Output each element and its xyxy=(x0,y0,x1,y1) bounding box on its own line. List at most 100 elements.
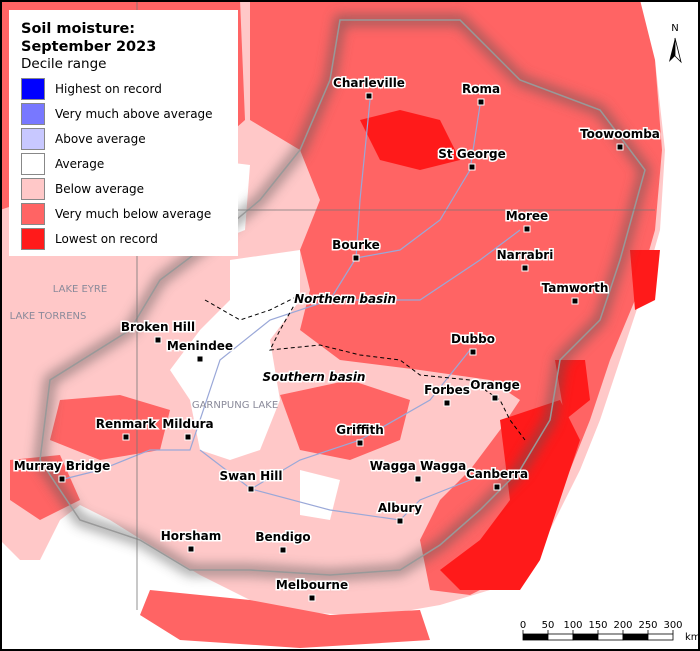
legend-item: Very much above average xyxy=(21,101,226,126)
place-marker xyxy=(414,475,422,483)
place-marker xyxy=(154,336,162,344)
region xyxy=(440,400,580,590)
place-label: Broken Hill xyxy=(121,320,195,334)
lake-label: LAKE TORRENS xyxy=(10,311,87,322)
place-label: Roma xyxy=(462,82,500,96)
scale-segment xyxy=(597,633,624,641)
legend-label: Below average xyxy=(55,181,145,196)
legend-item: Highest on record xyxy=(21,76,226,101)
legend-label: Above average xyxy=(55,131,146,146)
region xyxy=(170,250,300,460)
legend-item: Below average xyxy=(21,176,226,201)
scale-label: 100 xyxy=(563,620,582,631)
legend-swatch xyxy=(21,77,45,100)
legend-item: Above average xyxy=(21,126,226,151)
place-label: Bendigo xyxy=(255,530,310,544)
scale-label: 300 xyxy=(663,620,682,631)
legend-swatch xyxy=(21,177,45,200)
place-marker xyxy=(352,254,360,262)
place-marker xyxy=(196,355,204,363)
legend-item: Average xyxy=(21,151,226,176)
place-label: Tamworth xyxy=(542,281,609,295)
region xyxy=(140,590,430,648)
place-marker xyxy=(443,399,451,407)
lake-label: LAKE EYRE xyxy=(53,284,107,295)
place-marker xyxy=(365,92,373,100)
region xyxy=(280,380,410,460)
place-marker xyxy=(468,163,476,171)
place-marker xyxy=(187,545,195,553)
legend-label: Lowest on record xyxy=(55,231,158,246)
lake-label: GARNPUNG LAKE xyxy=(192,400,278,411)
place-label: Mildura xyxy=(162,417,213,431)
region xyxy=(10,455,80,520)
legend-swatch xyxy=(21,102,45,125)
place-marker xyxy=(122,433,130,441)
scale-unit: km xyxy=(685,632,700,643)
place-marker xyxy=(571,297,579,305)
place-label: Menindee xyxy=(167,339,233,353)
place-label: Charleville xyxy=(333,76,405,90)
place-marker xyxy=(356,439,364,447)
place-marker xyxy=(616,143,624,151)
region xyxy=(300,470,340,520)
place-label: Murray Bridge xyxy=(14,459,111,473)
place-marker xyxy=(521,264,529,272)
place-marker xyxy=(477,98,485,106)
place-marker xyxy=(308,594,316,602)
place-marker xyxy=(396,517,404,525)
region xyxy=(630,250,660,310)
place-label: Albury xyxy=(378,501,422,515)
place-label: Toowoomba xyxy=(580,127,660,141)
legend-label: Average xyxy=(55,156,105,171)
place-label: Moree xyxy=(506,209,548,223)
scale-segment xyxy=(572,633,599,641)
place-marker xyxy=(58,475,66,483)
scale-label: 0 xyxy=(520,620,526,631)
place-label: Horsham xyxy=(161,529,222,543)
river xyxy=(355,104,481,259)
place-label: St George xyxy=(438,147,505,161)
basin-divide xyxy=(204,293,526,441)
legend-swatch xyxy=(21,152,45,175)
river xyxy=(199,349,471,490)
scale-label: 150 xyxy=(588,620,607,631)
legend-swatch xyxy=(21,227,45,250)
place-marker xyxy=(469,348,477,356)
legend-swatch xyxy=(21,202,45,225)
north-label: N xyxy=(671,23,678,34)
scale-segment xyxy=(622,633,649,641)
basin-label: Northern basin xyxy=(294,292,396,306)
scale-label: 200 xyxy=(613,620,632,631)
region xyxy=(360,110,460,170)
place-marker xyxy=(184,433,192,441)
place-label: Griffith xyxy=(336,423,384,437)
north-arrow xyxy=(674,37,682,64)
place-label: Orange xyxy=(470,378,520,392)
legend-title: Soil moisture: September 2023 xyxy=(21,21,157,55)
place-label: Canberra xyxy=(466,467,528,481)
region xyxy=(555,360,590,420)
place-marker xyxy=(247,485,255,493)
river xyxy=(59,99,371,481)
place-marker xyxy=(491,394,499,402)
basin-boundary xyxy=(39,19,646,576)
place-label: Narrabri xyxy=(497,248,554,262)
river xyxy=(330,229,521,301)
legend-item: Lowest on record xyxy=(21,226,226,251)
scale-segment xyxy=(522,633,549,641)
scale-segment xyxy=(547,633,574,641)
place-label: Dubbo xyxy=(451,332,495,346)
place-label: Swan Hill xyxy=(220,469,283,483)
legend-label: Very much above average xyxy=(55,106,213,121)
scale-label: 50 xyxy=(542,620,555,631)
north-arrow xyxy=(669,38,675,62)
legend-swatch xyxy=(21,127,45,150)
scale-segment xyxy=(647,633,674,641)
place-label: Renmark xyxy=(96,417,157,431)
legend-label: Very much below average xyxy=(55,206,212,221)
place-label: Bourke xyxy=(332,238,380,252)
scale-label: 250 xyxy=(638,620,657,631)
